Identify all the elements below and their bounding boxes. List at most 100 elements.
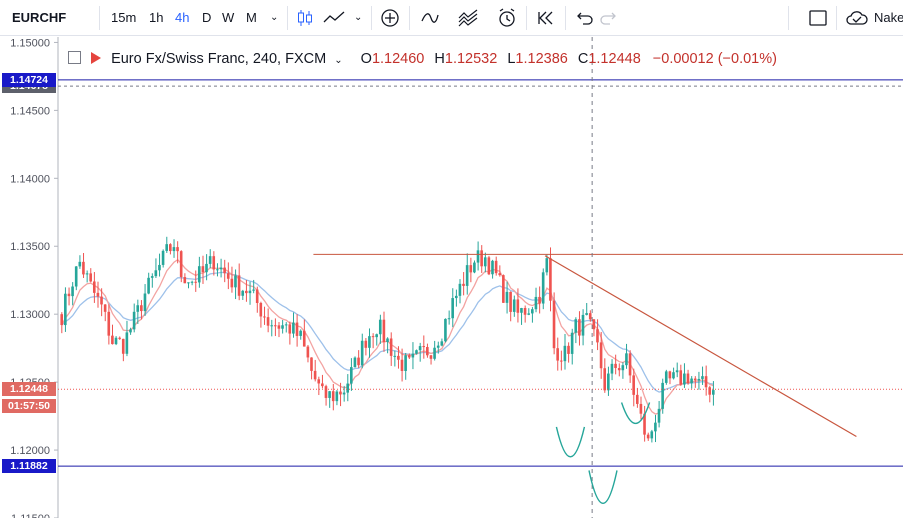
toolbar-divider	[836, 6, 837, 30]
chart-style-dropdown-icon[interactable]: ⌄	[354, 12, 363, 23]
cloud-save-icon[interactable]	[845, 8, 869, 28]
y-tick-label: 1.13000	[10, 309, 50, 321]
symbol-title[interactable]: Euro Fx/Swiss Franc, 240, FXCM	[111, 51, 327, 67]
pattern-arc-head	[588, 470, 618, 505]
candle-body	[78, 261, 82, 267]
chart-area[interactable]: 1.115001.120001.125001.130001.135001.140…	[0, 37, 903, 518]
candle-body	[581, 314, 585, 336]
candles-icon[interactable]	[295, 8, 315, 28]
undo-icon[interactable]	[573, 8, 593, 28]
interval-w[interactable]: W	[222, 10, 235, 25]
candle-body	[158, 264, 161, 271]
candle-body	[382, 319, 386, 343]
interval-d[interactable]: D	[202, 10, 212, 25]
candle-body	[230, 278, 234, 288]
candle-body	[397, 355, 400, 360]
candle-body	[85, 273, 89, 275]
candle-body	[205, 263, 208, 273]
candle-body	[498, 273, 502, 276]
candle-body	[549, 258, 552, 301]
interval-dropdown-icon[interactable]: ⌄	[270, 12, 279, 23]
candle-body	[657, 408, 661, 423]
candle-body	[172, 247, 176, 252]
candle-body	[169, 244, 172, 252]
interval-15m[interactable]: 15m	[111, 10, 137, 25]
candle-body	[201, 266, 205, 273]
open-value: 1.12460	[371, 51, 425, 67]
compare-icon[interactable]	[457, 8, 479, 28]
candle-body	[140, 305, 143, 312]
candle-body	[143, 293, 147, 312]
candle-body	[270, 325, 273, 327]
line-style-icon[interactable]	[322, 8, 346, 28]
user-name[interactable]: Nake	[874, 10, 903, 25]
candle-body	[563, 345, 567, 362]
expand-icon[interactable]	[68, 51, 81, 64]
flag-icon[interactable]	[91, 52, 102, 64]
candle-body	[444, 318, 447, 342]
candle-body	[187, 282, 190, 284]
high-value: 1.12532	[444, 51, 498, 67]
candle-body	[252, 289, 255, 291]
candle-body	[436, 345, 440, 348]
candle-body	[100, 296, 103, 305]
candle-body	[465, 265, 469, 286]
candle-body	[317, 379, 321, 384]
candle-body	[708, 387, 711, 395]
candle-body	[292, 322, 295, 334]
candle-body	[125, 332, 129, 354]
candle-body	[693, 378, 697, 381]
interval-m[interactable]: M	[246, 10, 257, 25]
close-value: 1.12448	[588, 51, 641, 67]
candle-body	[574, 319, 578, 333]
candle-body	[147, 277, 150, 294]
candle-body	[136, 305, 140, 312]
add-indicator-icon[interactable]	[380, 8, 400, 28]
candle-body	[378, 319, 382, 335]
replay-icon[interactable]	[536, 8, 556, 28]
low-label: L	[507, 51, 516, 67]
candle-body	[469, 265, 473, 273]
candle-body	[375, 334, 378, 338]
candle-body	[599, 342, 603, 369]
candle-body	[277, 325, 281, 329]
candle-body	[643, 413, 646, 435]
candle-body	[697, 378, 701, 381]
redo-icon[interactable]	[600, 8, 620, 28]
candle-body	[212, 256, 216, 270]
symbol-menu-icon[interactable]: ⌄	[334, 55, 343, 66]
y-tick-label: 1.14500	[10, 105, 50, 117]
candle-body	[534, 296, 538, 310]
price-chart[interactable]: 1.115001.120001.125001.130001.135001.140…	[0, 37, 903, 518]
candle-body	[74, 266, 78, 287]
candle-body	[64, 293, 67, 326]
candle-body	[447, 318, 451, 320]
candle-body	[480, 250, 483, 267]
candle-body	[712, 390, 715, 395]
candle-body	[632, 375, 635, 395]
interval-4h[interactable]: 4h	[175, 10, 190, 25]
candle-body	[360, 340, 364, 366]
indicators-icon[interactable]	[420, 8, 440, 28]
candle-body	[462, 283, 465, 286]
candle-body	[404, 355, 407, 371]
candle-body	[183, 277, 187, 284]
candle-body	[353, 357, 357, 368]
interval-1h[interactable]: 1h	[149, 10, 164, 25]
symbol-search[interactable]: EURCHF	[12, 10, 67, 25]
close-label: C	[577, 51, 589, 67]
candle-body	[426, 347, 429, 356]
candle-body	[241, 290, 245, 296]
candle-body	[654, 422, 657, 432]
toolbar-divider	[371, 6, 372, 30]
toolbar-divider	[287, 6, 288, 30]
candle-body	[559, 360, 563, 362]
candle-body	[82, 261, 85, 275]
alert-icon[interactable]	[497, 8, 517, 28]
candle-body	[628, 353, 632, 376]
candle-body	[350, 367, 353, 384]
candle-body	[585, 313, 588, 315]
candle-body	[621, 365, 625, 371]
candle-body	[161, 250, 165, 265]
fullscreen-icon[interactable]	[808, 8, 828, 28]
